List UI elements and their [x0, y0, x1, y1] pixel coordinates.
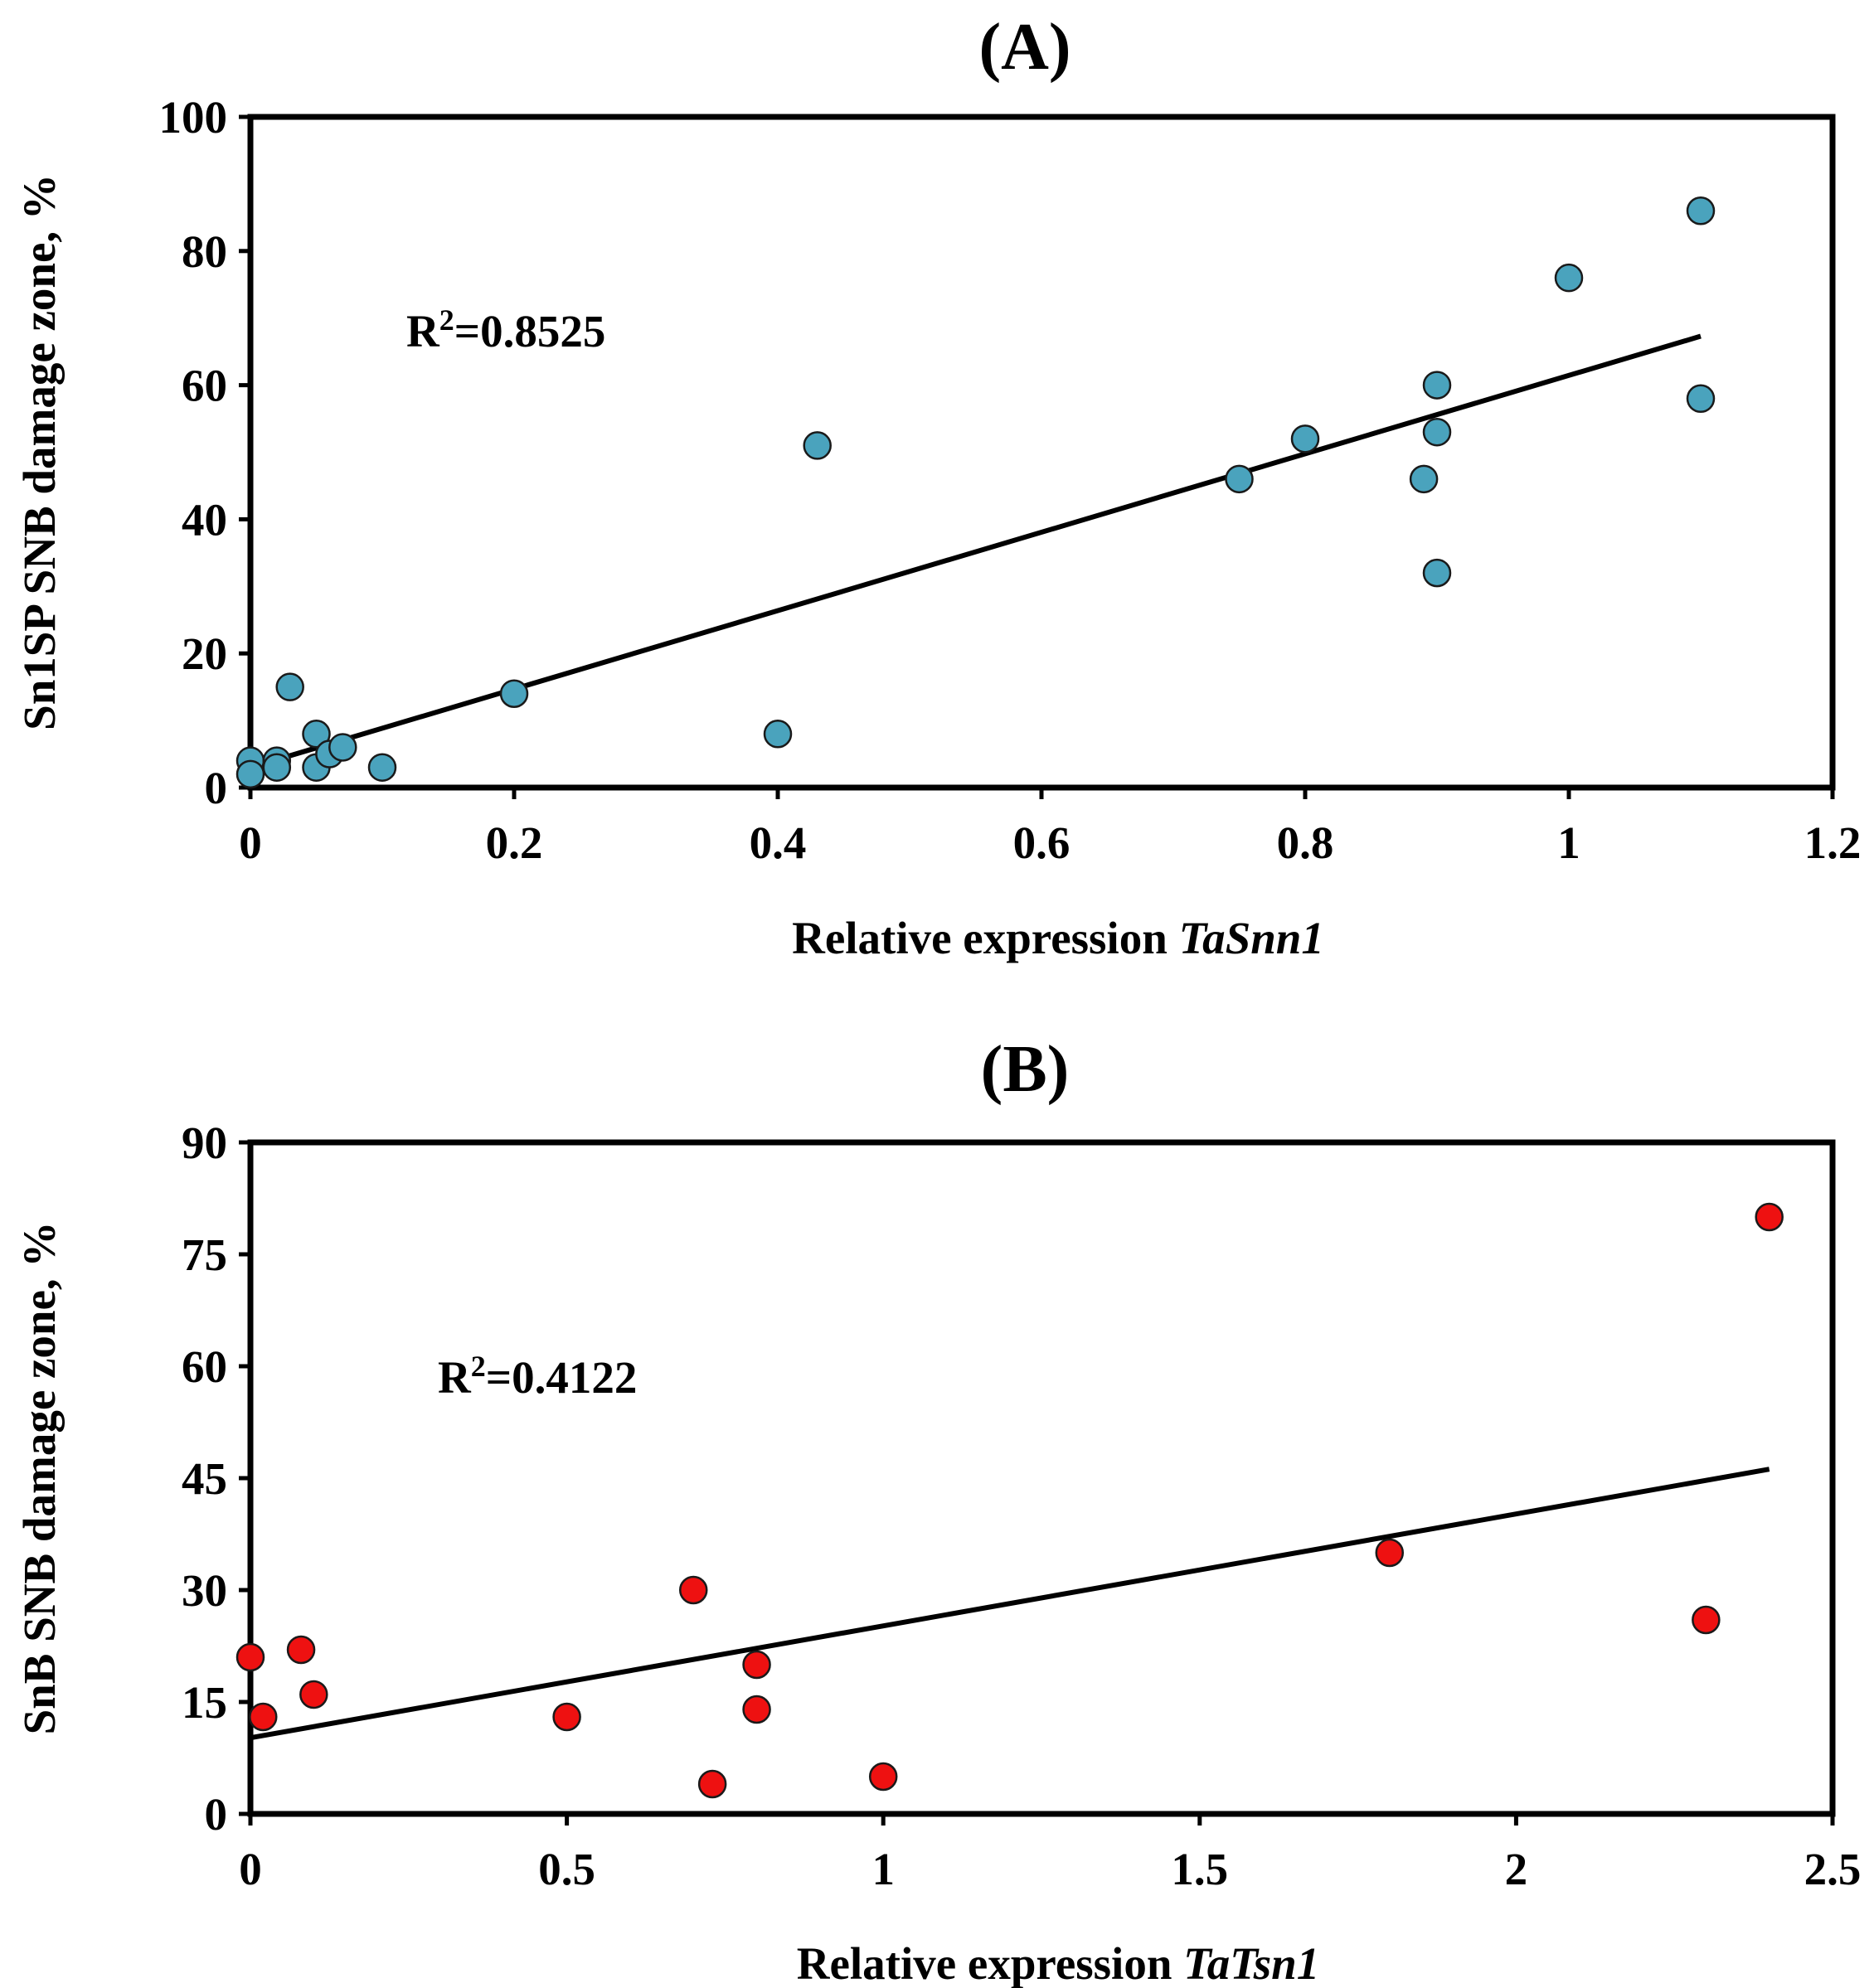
panel-b-data-point	[678, 1575, 708, 1605]
panel-b-data-point	[742, 1650, 771, 1680]
panel-a-x-tick-label: 0.6	[1013, 817, 1071, 868]
panel-b-title: (B)	[981, 1033, 1070, 1106]
panel-b-data-point	[868, 1762, 898, 1792]
panel-a-data-point	[1686, 196, 1716, 225]
panel-a-data-point	[1225, 464, 1254, 494]
panel-b-data-point	[742, 1695, 771, 1724]
panel-b-x-tick-label: 1.5	[1171, 1844, 1228, 1894]
panel-a-data-point	[763, 720, 793, 749]
panel-a-data-point	[499, 679, 529, 708]
panel-a-data-point	[235, 759, 265, 789]
panel-a-data-point	[1554, 263, 1584, 293]
panel-a-trendline	[250, 333, 1702, 770]
panel-a-x-tick-label: 0.2	[486, 817, 543, 868]
panel-b-y-tick-label: 90	[182, 1118, 227, 1168]
panel-b-data-point	[1755, 1202, 1784, 1232]
panel-b-y-tick-label: 75	[182, 1229, 227, 1280]
panel-a-data-point	[302, 720, 331, 749]
panel-b-plot-frame	[247, 1139, 1836, 1817]
panel-a-y-tick-label: 80	[182, 226, 227, 277]
panel-b-chart: (B) 0 15 30 45 60 75 90 0 0.5 1 1.5 2 2.5 Relative exp…	[14, 1033, 1861, 1988]
panel-b-x-axis-title-text: Relative expression	[797, 1938, 1183, 1988]
panel-a-y-tick-label: 100	[159, 92, 228, 143]
panel-a-plot-frame	[247, 114, 1836, 791]
panel-a-data-point	[803, 431, 832, 460]
panel-b-x-tick-label: 0	[239, 1844, 262, 1894]
panel-b-y-tick-label: 30	[182, 1565, 227, 1616]
panel-a-y-axis-title: Sn1SP SNB damage zone, %	[14, 174, 65, 730]
panel-a-data-point	[275, 672, 304, 701]
panel-a-x-axis-title-text: Relative expression	[792, 913, 1178, 963]
panel-b-y-tick-label: 45	[182, 1453, 227, 1504]
panel-a-x-tick-label: 1.2	[1804, 817, 1862, 868]
panel-a-title: (A)	[978, 11, 1071, 84]
panel-b-x-axis-title: Relative expression TaTsn1	[797, 1938, 1320, 1988]
panel-a-data-point	[367, 753, 397, 782]
panel-a-r-squared-value: =0.8525	[454, 306, 606, 356]
panel-a-data-point	[1686, 384, 1716, 414]
panel-a-y-tick-label: 0	[205, 763, 228, 813]
panel-a-chart: (A) 0 20 40 60 80 100 0 0.2 0.4 0.6 0.8 1 1.2 Relative…	[14, 11, 1861, 963]
panel-b-r-squared-value: =0.4122	[486, 1352, 638, 1403]
panel-b-y-axis-title: SnB SNB damage zone, %	[14, 1222, 65, 1735]
panel-b-r-squared: R2=0.4122	[438, 1350, 637, 1403]
panel-b-y-tick-label: 15	[182, 1677, 227, 1728]
panel-b-x-tick-label: 1	[871, 1844, 895, 1894]
panel-b-data-point	[552, 1702, 581, 1732]
panel-b-data-point	[697, 1769, 727, 1799]
panel-a-y-tick-label: 60	[182, 361, 227, 411]
panel-a-data-point	[262, 753, 292, 782]
panel-a-r-squared-symbol: R	[406, 306, 440, 356]
panel-b-trendline	[250, 1467, 1770, 1741]
panel-b-x-tick-label: 0.5	[538, 1844, 595, 1894]
panel-a-x-tick-label: 0	[239, 817, 262, 868]
panel-b-x-tick-label: 2.5	[1804, 1844, 1862, 1894]
panel-a-y-tick-label: 20	[182, 628, 227, 679]
panel-b-y-tick-label: 60	[182, 1341, 227, 1392]
panel-a-x-tick-label: 1	[1557, 817, 1580, 868]
panel-a-data-point	[1422, 558, 1452, 588]
panel-b-data-point	[1375, 1538, 1405, 1568]
panel-b-r-squared-symbol: R	[438, 1352, 472, 1403]
panel-b-data-point	[249, 1702, 278, 1732]
panel-a-x-axis-title-gene: TaSnn1	[1179, 913, 1324, 963]
panel-b-data-point	[286, 1635, 316, 1665]
panel-a-x-axis-title: Relative expression TaSnn1	[792, 913, 1324, 963]
panel-a-r-squared: R2=0.8525	[406, 303, 605, 356]
panel-a-y-tick-label: 40	[182, 494, 227, 545]
panel-a-data-point	[1422, 371, 1452, 400]
panel-b-x-axis-title-gene: TaTsn1	[1183, 1938, 1319, 1988]
panel-b-r-squared-exponent: 2	[471, 1350, 486, 1383]
panel-b-y-tick-label: 0	[205, 1789, 228, 1840]
panel-a-data-point	[1409, 464, 1439, 494]
panel-b-x-tick-label: 2	[1505, 1844, 1528, 1894]
panel-b-data-point	[299, 1680, 328, 1709]
panel-a-data-point	[1290, 424, 1320, 453]
panel-b-data-point	[235, 1642, 265, 1672]
panel-a-x-tick-label: 0.8	[1277, 817, 1334, 868]
panel-a-data-point	[1422, 417, 1452, 447]
panel-a-data-point	[328, 733, 357, 762]
panel-a-x-tick-label: 0.4	[750, 817, 807, 868]
panel-b-data-point	[1692, 1605, 1721, 1635]
panel-a-r-squared-exponent: 2	[439, 303, 454, 337]
